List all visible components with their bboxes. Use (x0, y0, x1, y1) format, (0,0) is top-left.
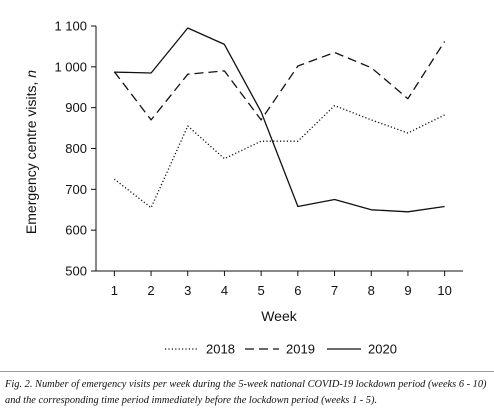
y-axis-title: Emergency centre visits, n (23, 70, 39, 234)
y-tick-label: 1 000 (54, 59, 87, 74)
x-tick-label: 10 (437, 283, 451, 298)
line-chart: 500 600 700 800 900 1 000 1 100 1 2 3 4 5 6 7 8 9 10 Wee… (23, 19, 463, 357)
y-tick-label: 1 100 (54, 19, 87, 34)
series-line-2019 (113, 41, 446, 121)
x-tick-label: 2 (147, 283, 154, 298)
legend-label-2019: 2019 (286, 342, 315, 357)
x-tick-label: 4 (221, 283, 228, 298)
x-axis-title: Week (261, 308, 298, 324)
y-tick-label: 800 (65, 141, 87, 156)
figure-caption: Fig. 2. Number of emergency visits per w… (5, 379, 487, 406)
x-tick-label: 3 (184, 283, 191, 298)
x-tick-label: 9 (404, 283, 411, 298)
y-tick-label: 700 (65, 182, 87, 197)
x-tick-label: 8 (368, 283, 375, 298)
caption-divider (0, 371, 494, 372)
legend-label-2018: 2018 (206, 342, 235, 357)
y-axis-title-n: n (23, 70, 39, 78)
tick-labels: 500 600 700 800 900 1 000 1 100 1 2 3 4 5 6 7 8 9 10 (54, 19, 451, 299)
y-tick-label: 600 (65, 223, 87, 238)
series-line-2020 (114, 27, 445, 213)
y-tick-label: 500 (65, 264, 87, 279)
series-line-2018 (113, 104, 445, 209)
x-tick-label: 5 (258, 283, 265, 298)
series-lines (113, 27, 446, 213)
legend-label-2020: 2020 (368, 342, 397, 357)
y-tick-label: 900 (65, 100, 87, 115)
y-axis-title-text: Emergency centre visits, (23, 82, 39, 235)
axes (91, 25, 463, 276)
legend: 2018 2019 2020 (165, 342, 397, 357)
x-tick-label: 7 (331, 283, 338, 298)
x-tick-label: 6 (294, 283, 301, 298)
x-tick-label: 1 (111, 283, 118, 298)
